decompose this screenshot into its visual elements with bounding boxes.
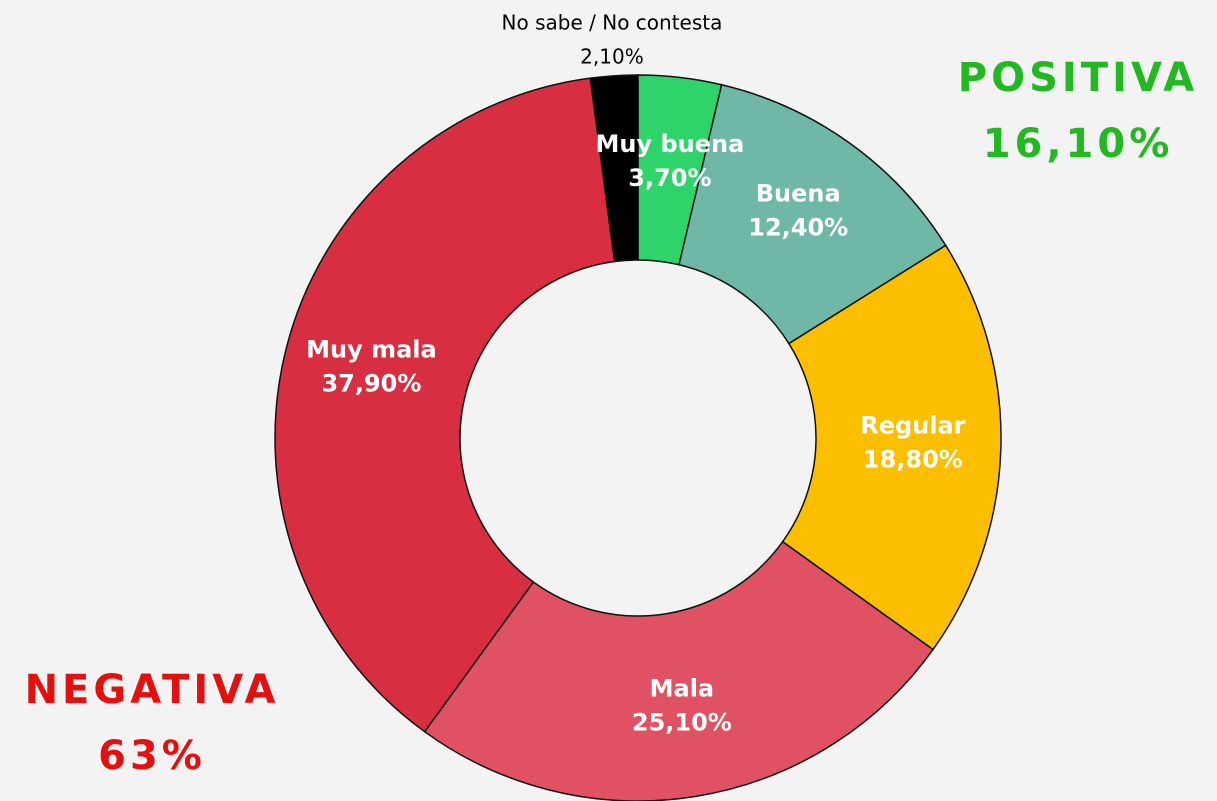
slice <box>589 74 639 263</box>
slice-value: 2,10% <box>580 44 644 68</box>
slice-label: Buena <box>756 180 841 208</box>
slice-value: 37,90% <box>321 369 421 397</box>
annotation-title: POSITIVA <box>958 55 1198 101</box>
slice-label: Regular <box>860 412 965 440</box>
slice-label: Muy buena <box>595 130 744 158</box>
annotation-title: NEGATIVA <box>25 667 280 713</box>
slice-label: No sabe / No contesta <box>502 10 723 34</box>
slice <box>781 244 1002 651</box>
slice <box>274 77 616 733</box>
annotation-value: 16,10% <box>983 121 1174 167</box>
slice <box>423 540 935 801</box>
slice-label: Muy mala <box>306 335 437 363</box>
slice-label: Mala <box>650 674 715 702</box>
slice-value: 12,40% <box>748 214 848 242</box>
donut <box>274 74 1002 801</box>
slice-value: 25,10% <box>632 708 732 736</box>
slice <box>678 83 947 345</box>
annotation-value: 63% <box>98 733 206 779</box>
slice-value: 18,80% <box>863 446 963 474</box>
slice-value: 3,70% <box>628 164 711 192</box>
